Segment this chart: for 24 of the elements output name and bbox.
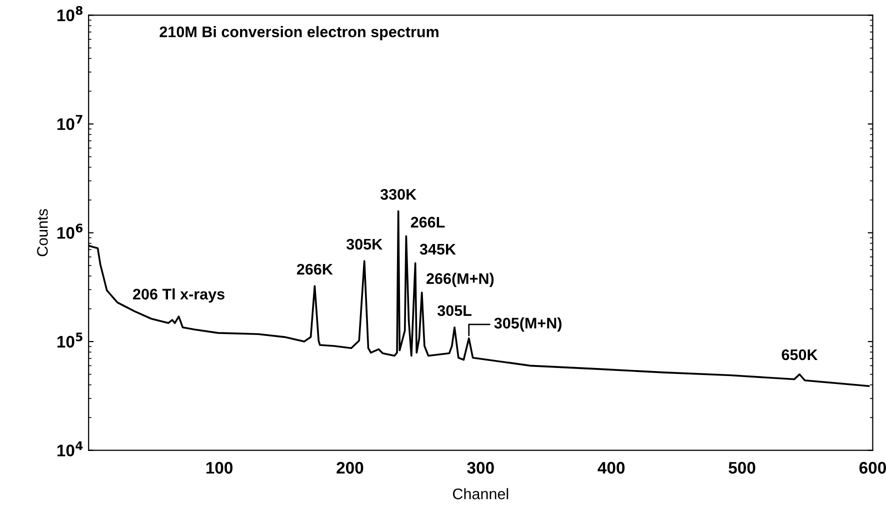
x-axis-title: Channel xyxy=(452,488,508,500)
annotation: 305K xyxy=(346,238,382,250)
x-tick-label: 300 xyxy=(467,462,494,474)
annotation: 206 Tl x-rays xyxy=(133,288,224,303)
y-tick-label: 10$^{4}$ xyxy=(57,441,83,456)
y-axis-title: Counts xyxy=(37,209,48,256)
y-tick-label: 10$^{5}$ xyxy=(57,332,82,348)
annotation: 345K xyxy=(420,244,456,255)
x-tick-label: 200 xyxy=(336,462,364,474)
annotation: 266K xyxy=(296,264,333,275)
annotation: 650K xyxy=(782,349,818,360)
annotation: 305(M+N) xyxy=(494,317,562,332)
y-tick-label: 10$^{7}$ xyxy=(57,115,82,130)
annotation: 266L xyxy=(410,216,445,228)
x-tick-label: 400 xyxy=(598,462,625,474)
annotation: 266(M+N) xyxy=(426,272,494,288)
annotation: 330K xyxy=(380,188,416,200)
y-tick-label: 10$^{6}$ xyxy=(57,224,83,239)
x-tick-label: 600 xyxy=(859,462,886,474)
x-tick-label: 100 xyxy=(206,462,233,474)
x-tick-label: 500 xyxy=(728,462,756,474)
annotation: 305L xyxy=(437,305,472,316)
y-tick-label: 10$^{8}$ xyxy=(57,6,82,22)
text: 210M Bi conversion electron spectrum xyxy=(160,26,438,40)
